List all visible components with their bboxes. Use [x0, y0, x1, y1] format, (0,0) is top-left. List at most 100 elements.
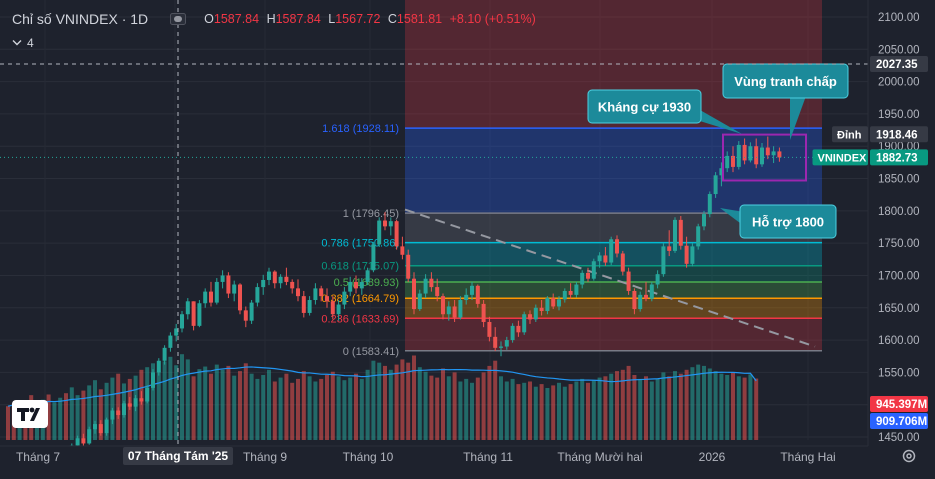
price-change: +8.10 (+0.51%)	[449, 12, 536, 26]
candle-body	[325, 296, 329, 302]
volume-bar	[52, 402, 57, 440]
candle-body	[649, 284, 654, 299]
volume-bar	[342, 380, 347, 440]
callout-text: Vùng tranh chấp	[734, 74, 837, 89]
candle-body	[620, 253, 625, 272]
volume-bar	[545, 388, 550, 440]
candle-body	[214, 281, 219, 303]
candle-body	[568, 290, 573, 295]
volume-bar	[58, 397, 63, 440]
candle-body	[145, 387, 150, 402]
candle-body	[348, 281, 353, 292]
candle-body	[290, 281, 295, 289]
candle-body	[609, 239, 614, 263]
candle-body	[301, 296, 306, 313]
volume-bar	[696, 364, 701, 440]
consolidation-box	[722, 133, 807, 182]
volume-bar	[748, 374, 753, 440]
fib-level-label: 0.382 (1664.79)	[321, 293, 399, 305]
volume-bar	[6, 406, 10, 440]
volume-bar	[562, 386, 567, 440]
series-label-text: VNINDEX	[818, 152, 868, 164]
candle-body	[342, 291, 347, 305]
volume-bar	[574, 381, 579, 440]
price-tag-value: 909.706M	[876, 416, 927, 428]
indicator-count: 4	[27, 36, 34, 50]
series-label-tag	[812, 149, 868, 166]
volume-bar	[325, 375, 329, 440]
candle-body	[319, 288, 324, 297]
volume-bar	[649, 381, 654, 440]
ohlc-open: 1587.84	[213, 12, 260, 26]
candle-body	[359, 281, 364, 289]
candle-body	[719, 168, 724, 176]
volume-bar	[75, 395, 80, 440]
volume-bar	[139, 369, 144, 440]
candle-body	[464, 294, 469, 301]
volume-bar	[423, 371, 428, 440]
fib-zone	[405, 298, 822, 319]
volume-bar	[644, 376, 648, 440]
candle-body	[777, 151, 782, 158]
x-tick-label: Tháng 11	[463, 450, 513, 464]
volume-bar	[365, 369, 370, 440]
candle-body	[423, 278, 428, 294]
volume-bar	[707, 368, 712, 440]
volume-bar	[249, 373, 254, 440]
volume-bar	[191, 376, 196, 440]
candle-body	[591, 261, 596, 279]
volume-bar	[522, 382, 527, 440]
callout-box	[739, 204, 837, 239]
ohlc-low-key: L	[328, 12, 336, 26]
volume-bar	[255, 378, 260, 440]
volume-bar	[93, 380, 97, 440]
fib-level-label: 0.786 (1750.86)	[321, 238, 399, 250]
eye-icon[interactable]	[170, 13, 187, 25]
legend-header: Chỉ số VNINDEX · 1D O1587.84 H1587.84 L1…	[12, 9, 536, 29]
volume-bar	[678, 373, 683, 440]
y-tick-label: 1700.00	[878, 270, 920, 282]
volume-bar	[267, 369, 271, 440]
candle-body	[586, 272, 590, 279]
volume-bar	[330, 371, 335, 440]
volume-bar	[46, 394, 51, 440]
volume-bar	[214, 364, 219, 440]
volume-bar	[168, 356, 173, 440]
volume-bar	[684, 369, 689, 440]
volume-bar	[603, 376, 608, 440]
candle-body	[736, 144, 741, 167]
volume-bar	[638, 378, 643, 440]
price-tag-value: 945.397M	[876, 399, 927, 411]
candle-body	[690, 246, 695, 264]
candle-body	[760, 147, 764, 165]
candle-body	[412, 278, 416, 310]
volume-bar	[278, 377, 283, 440]
candle-body	[203, 291, 208, 304]
indicators-toggle-button[interactable]: 4	[12, 34, 42, 52]
volume-bar	[116, 373, 121, 440]
volume-bar	[243, 363, 248, 440]
fib-zone	[405, 281, 822, 299]
candle-body	[458, 300, 463, 318]
gear-icon[interactable]	[901, 448, 917, 464]
volume-bar	[383, 365, 387, 440]
candle-body	[516, 325, 521, 333]
x-tick-label: Tháng Hai	[780, 450, 835, 464]
candle-body	[487, 321, 492, 337]
ohlc-close-key: C	[387, 12, 397, 26]
tradingview-logo-icon[interactable]	[12, 400, 48, 428]
volume-bar	[197, 369, 202, 440]
y-tick-label: 1950.00	[878, 109, 920, 121]
candle-body	[713, 175, 718, 195]
callout-pointer	[720, 208, 744, 226]
candle-body	[574, 284, 579, 295]
ohlc-values: O1587.84 H1587.84 L1567.72 C1581.81 +8.1…	[200, 12, 536, 26]
symbol-title[interactable]: Chỉ số VNINDEX · 1D	[12, 11, 149, 27]
price-tag-value: 1882.73	[876, 152, 918, 164]
volume-bar	[412, 355, 416, 440]
candle-body	[255, 287, 260, 303]
volume-bar	[470, 382, 474, 440]
volume-bar	[226, 365, 231, 440]
